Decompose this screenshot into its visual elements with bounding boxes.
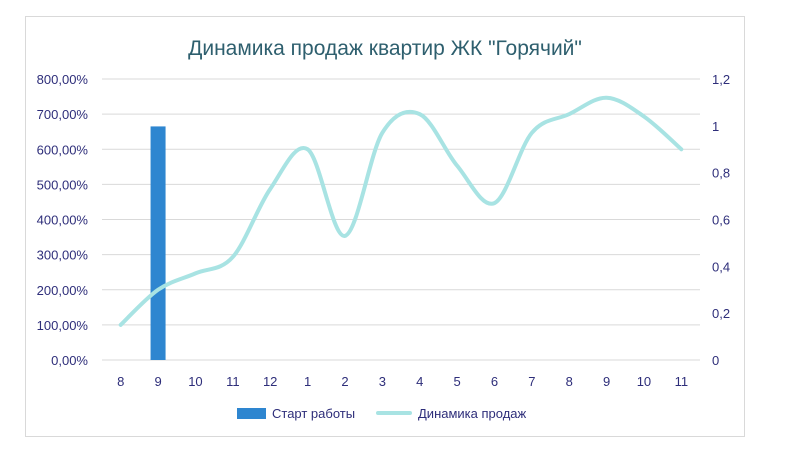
x-tick-label: 12 — [263, 374, 277, 389]
right-tick-label: 0,2 — [712, 306, 730, 321]
chart-area — [25, 16, 745, 437]
x-tick-label: 4 — [416, 374, 423, 389]
x-tick-label: 10 — [188, 374, 202, 389]
right-tick-label: 0,8 — [712, 166, 730, 181]
left-tick-label: 0,00% — [51, 353, 88, 368]
legend-label-sales: Динамика продаж — [418, 406, 527, 421]
chart-title: Динамика продаж квартир ЖК "Горячий" — [188, 37, 582, 60]
sales-line — [118, 95, 684, 327]
left-tick-label: 800,00% — [37, 72, 89, 87]
legend: Старт работы Динамика продаж — [237, 406, 527, 421]
right-tick-label: 0,6 — [712, 213, 730, 228]
x-tick-label: 9 — [154, 374, 161, 389]
legend-swatch-start — [237, 408, 266, 419]
left-tick-label: 500,00% — [37, 177, 89, 192]
x-tick-label: 10 — [637, 374, 651, 389]
gridlines — [102, 78, 700, 361]
left-tick-label: 300,00% — [37, 248, 89, 263]
legend-label-start: Старт работы — [272, 406, 355, 421]
right-tick-label: 1,2 — [712, 72, 730, 87]
line-series — [118, 95, 684, 327]
left-tick-label: 100,00% — [37, 318, 89, 333]
bar-series — [150, 126, 166, 360]
bar — [150, 126, 166, 360]
x-tick-label: 8 — [566, 374, 573, 389]
x-tick-label: 2 — [341, 374, 348, 389]
right-tick-label: 0,4 — [712, 259, 730, 274]
x-tick-label: 5 — [453, 374, 460, 389]
x-tick-label: 11 — [226, 374, 240, 389]
left-tick-label: 200,00% — [37, 283, 89, 298]
right-axis-ticks: 0 0,2 0,4 0,6 0,8 1 1,2 — [712, 72, 730, 368]
left-tick-label: 600,00% — [37, 142, 89, 157]
left-tick-label: 700,00% — [37, 107, 89, 122]
x-axis-ticks: 8 9 10 11 12 1 2 3 4 5 6 7 8 9 10 11 — [117, 374, 688, 389]
right-tick-label: 0 — [712, 353, 719, 368]
x-tick-label: 1 — [304, 374, 311, 389]
x-tick-label: 6 — [491, 374, 498, 389]
left-tick-label: 400,00% — [37, 213, 89, 228]
x-tick-label: 11 — [675, 374, 689, 389]
x-tick-label: 9 — [603, 374, 610, 389]
left-axis-ticks: 0,00% 100,00% 200,00% 300,00% 400,00% 500,00%… — [37, 72, 89, 368]
x-tick-label: 7 — [528, 374, 535, 389]
right-tick-label: 1 — [712, 119, 719, 134]
x-tick-label: 8 — [117, 374, 124, 389]
x-tick-label: 3 — [379, 374, 386, 389]
